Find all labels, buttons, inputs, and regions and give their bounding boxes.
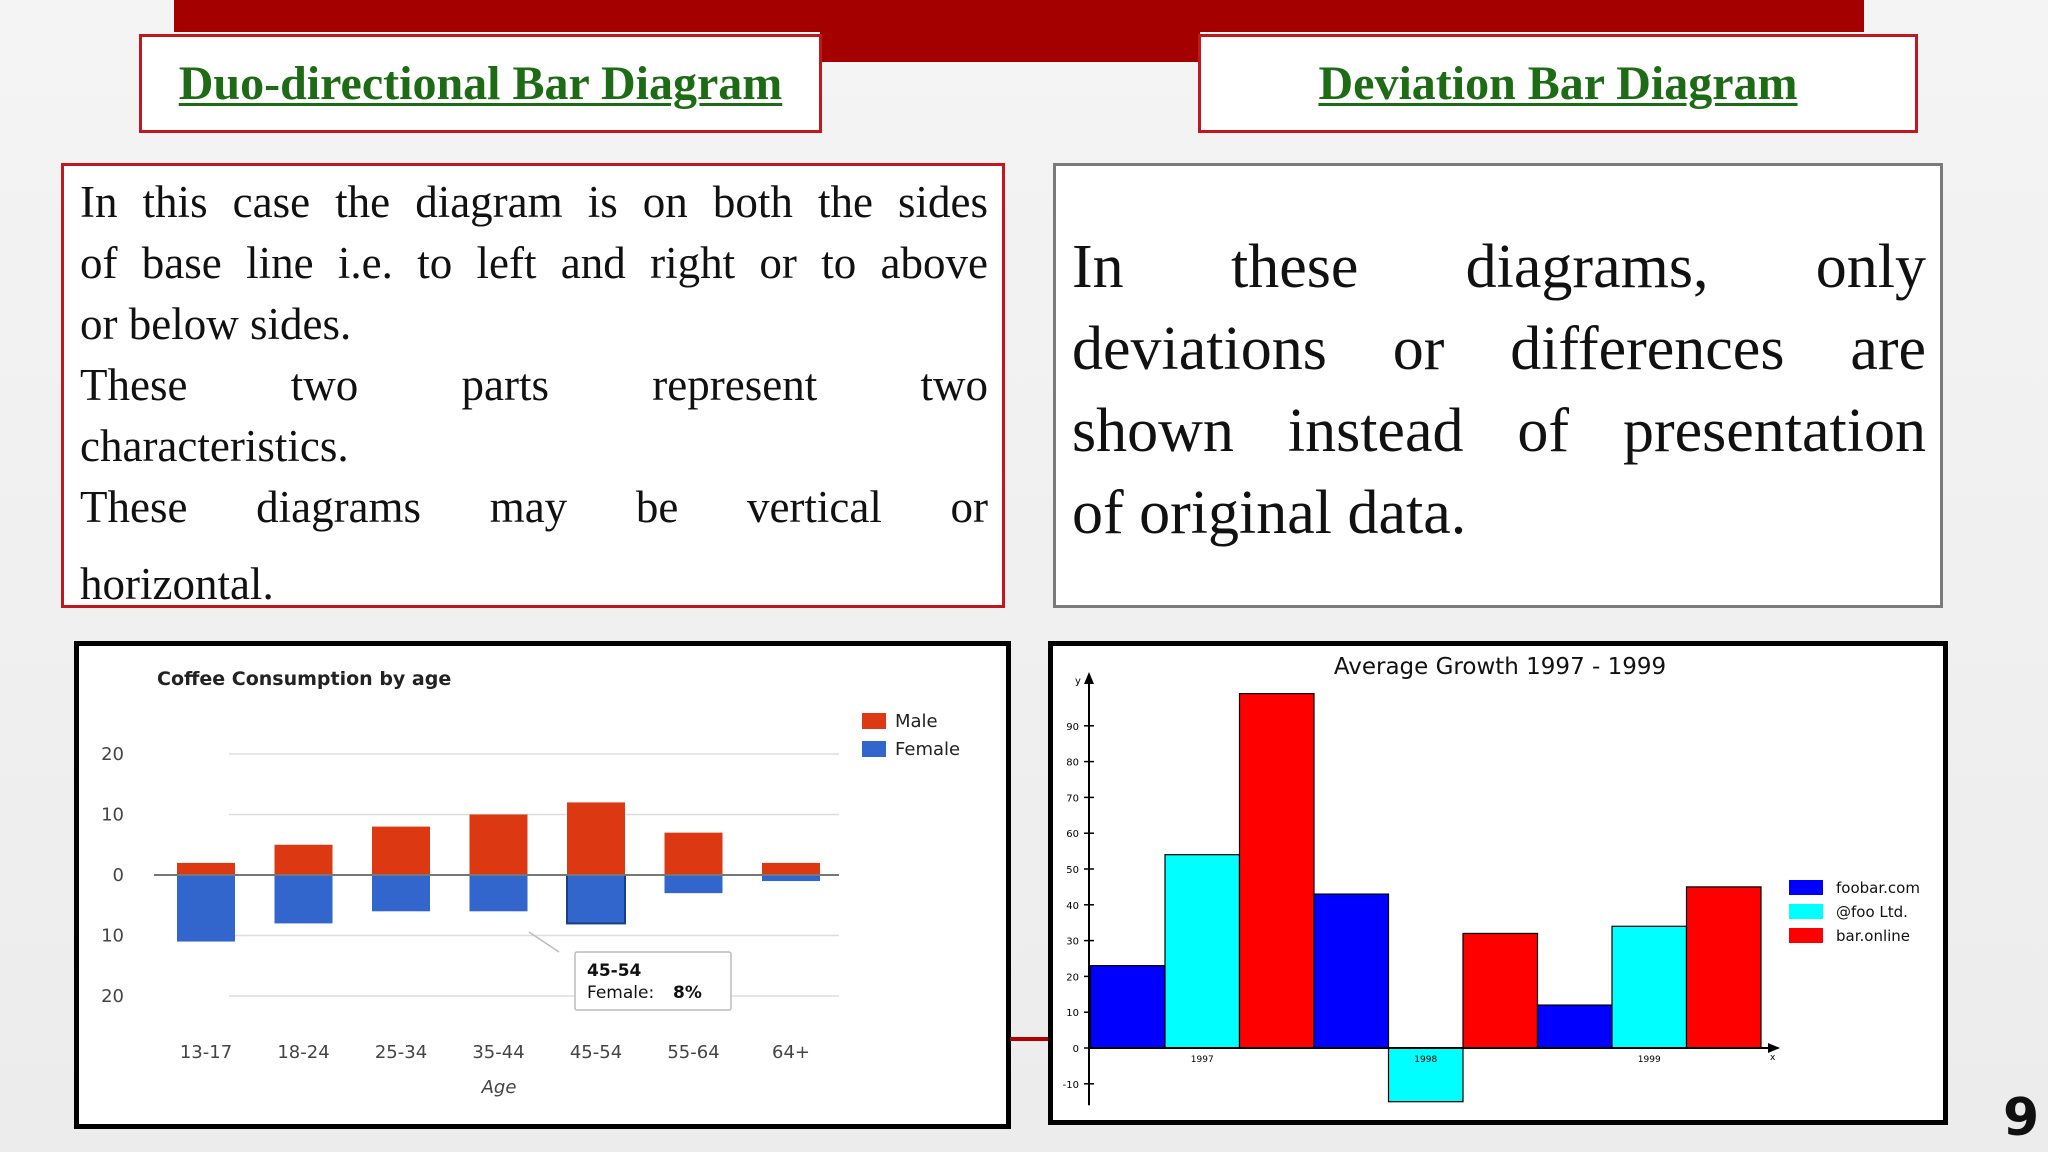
y-tick-label: 60 — [1066, 829, 1079, 840]
y-tick-label: 0 — [113, 865, 124, 886]
bar-fooltd — [1387, 1047, 1464, 1103]
bar-male — [177, 862, 235, 875]
y-tick-label: 90 — [1066, 722, 1079, 733]
y-tick-label: 50 — [1066, 865, 1079, 876]
bar-male — [664, 832, 723, 875]
y-tick-label: 20 — [101, 744, 124, 765]
text-line: In this case the diagram is on both the … — [80, 177, 988, 227]
text-line: of original data. — [1072, 479, 1467, 547]
bar-foobarcom — [1536, 1004, 1613, 1049]
text-line: horizontal. — [80, 559, 274, 609]
text-line: shown instead of presentation — [1072, 397, 1926, 465]
bar-male — [274, 844, 333, 875]
text-box-deviation: In these diagrams, only deviations or di… — [1053, 163, 1943, 608]
chart-title: Coffee Consumption by age — [157, 668, 451, 690]
y-tick-label: 10 — [101, 926, 124, 947]
y-tick-label: 40 — [1066, 901, 1079, 912]
bar-female — [372, 875, 430, 912]
legend-label: @foo Ltd. — [1836, 903, 1908, 921]
y-tick-label: 10 — [101, 805, 124, 826]
legend-swatch — [1789, 928, 1823, 943]
y-tick-label: 10 — [1066, 1008, 1079, 1019]
y-tick-label: 20 — [101, 986, 124, 1007]
tooltip-label: Female: — [587, 983, 654, 1003]
x-tick-label: 45-54 — [570, 1042, 622, 1063]
y-tick-label: 0 — [1073, 1044, 1079, 1055]
title-box-deviation: Deviation Bar Diagram — [1198, 34, 1918, 133]
average-growth-chart: Average Growth 1997 - 1999 y -10 0 10 20 30 40 5… — [1048, 641, 1948, 1125]
text-line: In these diagrams, only — [1072, 233, 1926, 301]
tooltip-category: 45-54 — [587, 961, 642, 981]
legend-swatch — [862, 713, 886, 729]
y-tick-label: 80 — [1066, 758, 1079, 769]
page-number: 9 — [2003, 1088, 2040, 1148]
bar-female — [664, 875, 723, 894]
x-tick-label: 1999 — [1638, 1055, 1661, 1065]
x-axis-arrow — [1768, 1043, 1780, 1053]
legend-label: foobar.com — [1836, 879, 1920, 897]
bar-male — [567, 802, 625, 875]
x-tick-label: 1998 — [1414, 1055, 1437, 1065]
y-axis-arrow — [1084, 672, 1094, 684]
growth-chart-svg: Average Growth 1997 - 1999 y -10 0 10 20 30 40 5… — [1063, 654, 1920, 1106]
bar-fooltd — [1611, 925, 1688, 1049]
text-line: These two parts represent two — [80, 360, 988, 410]
bar-male — [762, 862, 820, 875]
legend-label: Male — [895, 711, 938, 732]
text-box-duo-directional: In this case the diagram is on both the … — [61, 163, 1005, 609]
bar-foobarcom — [1089, 965, 1166, 1049]
bar-baronline — [1238, 692, 1315, 1049]
bar-male — [372, 826, 430, 875]
bar-baronline — [1685, 886, 1762, 1049]
x-axis-label: Age — [481, 1077, 517, 1098]
legend-swatch — [1789, 904, 1823, 919]
bar-foobarcom — [1313, 893, 1390, 1049]
x-tick-label: 64+ — [772, 1042, 810, 1063]
bar-female — [566, 874, 626, 925]
x-tick-label: 25-34 — [375, 1042, 427, 1063]
x-tick-label: 18-24 — [277, 1042, 329, 1063]
title-duo-directional: Duo-directional Bar Diagram — [178, 57, 783, 110]
text-line: or below sides. — [80, 299, 352, 349]
connector-line — [1010, 1037, 1050, 1041]
legend-label: Female — [895, 739, 960, 760]
y-tick-label: -10 — [1063, 1080, 1079, 1091]
bar-female — [469, 875, 528, 912]
y-tick-label: 20 — [1066, 972, 1079, 983]
top-decor-bar-tab — [820, 32, 1200, 62]
x-tick-label: 55-64 — [667, 1042, 719, 1063]
bar-female — [762, 875, 820, 882]
text-line: of base line i.e. to left and right or t… — [80, 238, 988, 288]
title-deviation: Deviation Bar Diagram — [1318, 57, 1798, 110]
tooltip-box — [574, 951, 732, 1011]
x-tick-label: 35-44 — [472, 1042, 524, 1063]
text-line: These diagrams may be vertical or — [80, 482, 988, 532]
x-tick-label: 13-17 — [180, 1042, 232, 1063]
top-decor-bar — [174, 0, 1864, 32]
tooltip-pointer — [528, 931, 560, 953]
text-line: deviations or differences are — [1072, 315, 1926, 383]
bar-female — [177, 875, 235, 942]
y-tick-label: 70 — [1066, 793, 1079, 804]
legend-swatch — [862, 741, 886, 757]
coffee-chart-svg: Coffee Consumption by age 20 10 0 10 20 13-17 1… — [101, 668, 960, 1098]
legend-swatch — [1789, 880, 1823, 895]
y-axis-label: y — [1075, 676, 1081, 687]
title-box-duo-directional: Duo-directional Bar Diagram — [139, 34, 822, 133]
tooltip-value: 8% — [673, 983, 702, 1003]
bar-male — [469, 814, 528, 875]
bar-fooltd — [1164, 854, 1241, 1049]
legend-label: bar.online — [1836, 927, 1910, 945]
bar-baronline — [1462, 932, 1539, 1049]
coffee-consumption-chart: Coffee Consumption by age 20 10 0 10 20 13-17 1… — [74, 641, 1011, 1129]
x-tick-label: 1997 — [1191, 1055, 1214, 1065]
y-tick-label: 30 — [1066, 937, 1079, 948]
chart-title: Average Growth 1997 - 1999 — [1334, 654, 1666, 680]
x-axis-label: x — [1770, 1053, 1776, 1063]
text-line: characteristics. — [80, 421, 349, 471]
bar-female — [274, 875, 333, 924]
